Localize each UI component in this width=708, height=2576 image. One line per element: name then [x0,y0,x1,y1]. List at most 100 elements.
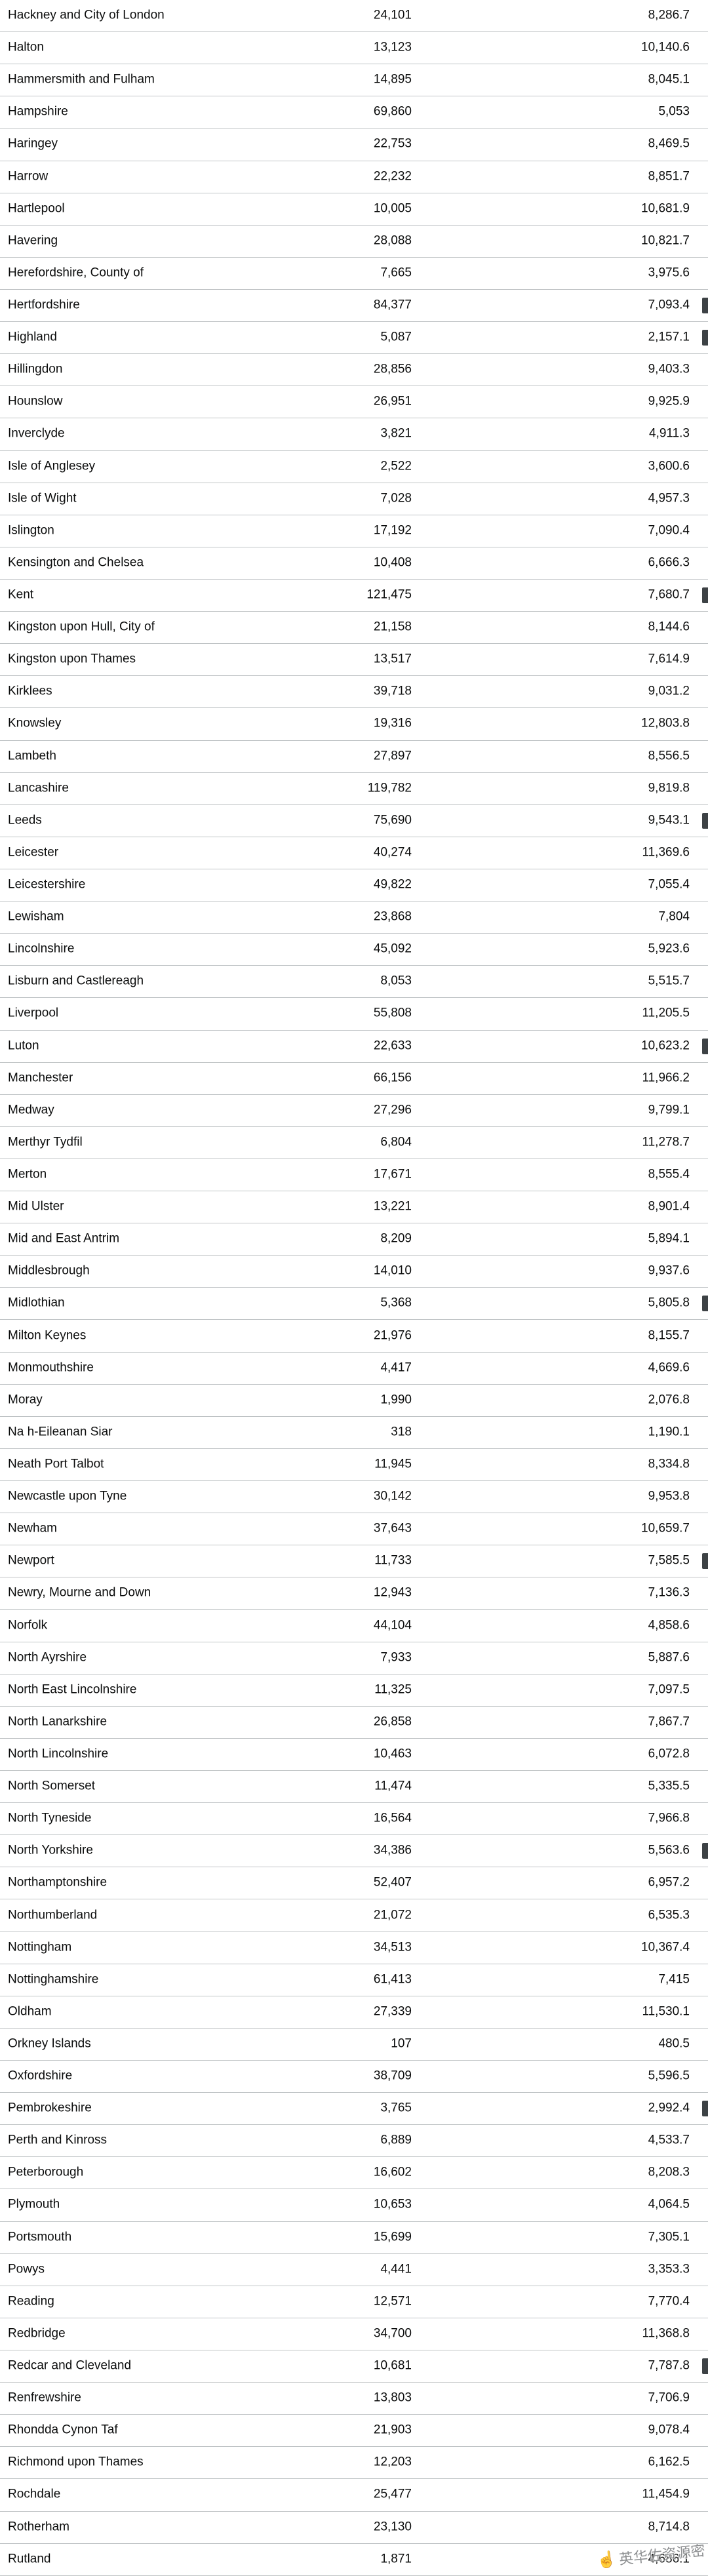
cases-value: 5,087 [380,330,412,344]
scrollbar-thumb-fragment[interactable] [702,298,708,314]
table-row: Medway 27,296 9,799.1 [0,1094,708,1127]
cases-value: 14,010 [373,1263,412,1278]
scrollbar-thumb-fragment[interactable] [702,812,708,829]
rate-value: 1,190.1 [648,1425,690,1439]
table-row: Merton 17,671 8,555.4 [0,1159,708,1192]
cases-value: 38,709 [373,2069,412,2083]
table-row: Lisburn and Castlereagh 8,053 5,515.7 [0,966,708,999]
table-row: Norfolk 44,104 4,858.6 [0,1610,708,1642]
table-row: Newcastle upon Tyne 30,142 9,953.8 [0,1481,708,1514]
rate-value: 10,681.9 [641,201,690,216]
rate-value: 2,076.8 [648,1393,690,1407]
cases-value: 66,156 [373,1071,412,1085]
cases-value: 28,088 [373,233,412,248]
table-row: Inverclyde 3,821 4,911.3 [0,418,708,451]
rate-value: 7,867.7 [648,1714,690,1729]
cases-value: 44,104 [373,1618,412,1633]
cases-value: 4,417 [380,1360,412,1375]
cases-value: 21,976 [373,1328,412,1343]
rate-value: 3,353.3 [648,2262,690,2276]
cases-value: 6,804 [380,1135,412,1149]
table-row: Nottinghamshire 61,413 7,415 [0,1964,708,1996]
scrollbar-thumb-fragment[interactable] [702,1843,708,1859]
scrollbar-thumb-fragment[interactable] [702,1553,708,1570]
table-row: Isle of Wight 7,028 4,957.3 [0,483,708,515]
scrollbar-thumb-fragment[interactable] [702,2101,708,2117]
cases-value: 25,477 [373,2487,412,2502]
table-row: Orkney Islands 107 480.5 [0,2028,708,2061]
cases-value: 13,803 [373,2390,412,2405]
rate-value: 2,157.1 [648,330,690,344]
rate-value: 10,140.6 [641,40,690,54]
table-row: Redbridge 34,700 11,368.8 [0,2318,708,2350]
table-row: Northumberland 21,072 6,535.3 [0,1899,708,1932]
table-row: Leicester 40,274 11,369.6 [0,837,708,869]
cases-value: 34,386 [373,1843,412,1857]
table-row: Reading 12,571 7,770.4 [0,2286,708,2318]
table-row: Na h-Eileanan Siar 318 1,190.1 [0,1416,708,1449]
cases-value: 30,142 [373,1489,412,1503]
cases-value: 26,858 [373,1714,412,1729]
rate-value: 6,957.2 [648,1875,690,1890]
rate-value: 6,666.3 [648,555,690,570]
table-row: Merthyr Tydfil 6,804 11,278.7 [0,1126,708,1159]
table-row: Highland 5,087 2,157.1 [0,322,708,355]
rate-value: 7,097.5 [648,1682,690,1697]
cases-value: 4,441 [380,2262,412,2276]
cases-value: 12,943 [373,1586,412,1600]
table-row: Richmond upon Thames 12,203 6,162.5 [0,2447,708,2480]
table-row: Middlesbrough 14,010 9,937.6 [0,1256,708,1288]
cases-value: 27,897 [373,749,412,763]
table-row: Mid and East Antrim 8,209 5,894.1 [0,1223,708,1256]
table-row: Lancashire 119,782 9,819.8 [0,772,708,805]
table-row: Newham 37,643 10,659.7 [0,1513,708,1546]
rate-value: 3,975.6 [648,266,690,280]
table-row: Rhondda Cynon Taf 21,903 9,078.4 [0,2415,708,2447]
scrollbar-thumb-fragment[interactable] [702,2358,708,2375]
table-row: Isle of Anglesey 2,522 3,600.6 [0,450,708,483]
cases-value: 3,765 [380,2101,412,2115]
table-row: Newport 11,733 7,585.5 [0,1545,708,1578]
rate-value: 9,031.2 [648,684,690,698]
cases-value: 7,933 [380,1650,412,1665]
rate-value: 5,805.8 [648,1296,690,1311]
cases-value: 8,053 [380,974,412,988]
scrollbar-thumb-fragment[interactable] [702,587,708,604]
rate-value: 10,821.7 [641,233,690,248]
cases-value: 21,072 [373,1908,412,1922]
rate-value: 5,887.6 [648,1650,690,1665]
cases-value: 11,733 [374,1553,412,1568]
rate-value: 9,403.3 [648,362,690,376]
rate-value: 9,953.8 [648,1489,690,1503]
table-row: Hertfordshire 84,377 7,093.4 [0,289,708,323]
rate-value: 4,686.1 [648,2552,690,2566]
table-row: Leicestershire 49,822 7,055.4 [0,869,708,902]
rate-value: 11,530.1 [642,2004,690,2019]
cases-value: 13,123 [373,40,412,54]
table-row: Kensington and Chelsea 10,408 6,666.3 [0,547,708,580]
scrollbar-thumb-fragment[interactable] [702,330,708,346]
table-row: Hampshire 69,860 5,053 [0,96,708,129]
cases-value: 13,221 [373,1199,412,1214]
scrollbar-thumb-fragment[interactable] [702,1038,708,1054]
table-row: Hillingdon 28,856 9,403.3 [0,354,708,387]
table-row: Halton 13,123 10,140.6 [0,32,708,65]
table-row: Neath Port Talbot 11,945 8,334.8 [0,1448,708,1482]
cases-value: 19,316 [373,717,412,731]
rate-value: 8,208.3 [648,2165,690,2179]
scrollbar-thumb-fragment[interactable] [702,1296,708,1312]
rate-value: 7,787.8 [648,2358,690,2373]
cases-value: 45,092 [373,941,412,956]
table-row: Rutland 1,871 4,686.1 [0,2543,708,2576]
rate-value: 11,368.8 [642,2326,690,2341]
rate-value: 3,600.6 [648,459,690,473]
table-row: Hammersmith and Fulham 14,895 8,045.1 [0,64,708,97]
rate-value: 4,533.7 [648,2133,690,2147]
rate-value: 9,078.4 [648,2423,690,2437]
rate-value: 8,155.7 [648,1328,690,1343]
cases-value: 17,671 [373,1167,412,1181]
cases-value: 12,571 [373,2294,412,2308]
table-row: North Yorkshire 34,386 5,563.6 [0,1835,708,1868]
rate-value: 9,799.1 [648,1103,690,1117]
cases-value: 84,377 [373,298,412,312]
